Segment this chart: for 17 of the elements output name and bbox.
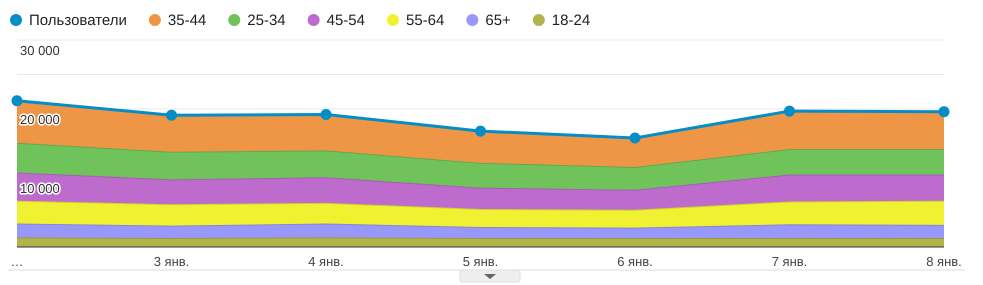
legend-label: 65+ (485, 12, 512, 29)
x-tick-label: 5 янв. (462, 254, 498, 269)
x-tick-label: 8 янв. (926, 254, 962, 269)
y-tick-label: 10 000 (20, 181, 60, 196)
legend-label: Пользователи (29, 12, 127, 29)
x-tick-label: 7 янв. (772, 254, 808, 269)
legend-label: 45-54 (326, 12, 366, 29)
legend-label: 35-44 (168, 12, 206, 29)
x-tick-label: … (10, 254, 24, 269)
legend-label: 18-24 (552, 12, 590, 29)
x-tick-label: 3 янв. (154, 254, 190, 269)
y-tick-label: 20 000 (20, 112, 60, 127)
x-tick-label: 4 янв. (308, 254, 344, 269)
x-tick-label: 6 янв. (617, 254, 653, 269)
y-tick-label: 30 000 (20, 43, 60, 58)
legend-label: 25-34 (247, 12, 286, 29)
legend-label: 55-64 (406, 12, 444, 29)
